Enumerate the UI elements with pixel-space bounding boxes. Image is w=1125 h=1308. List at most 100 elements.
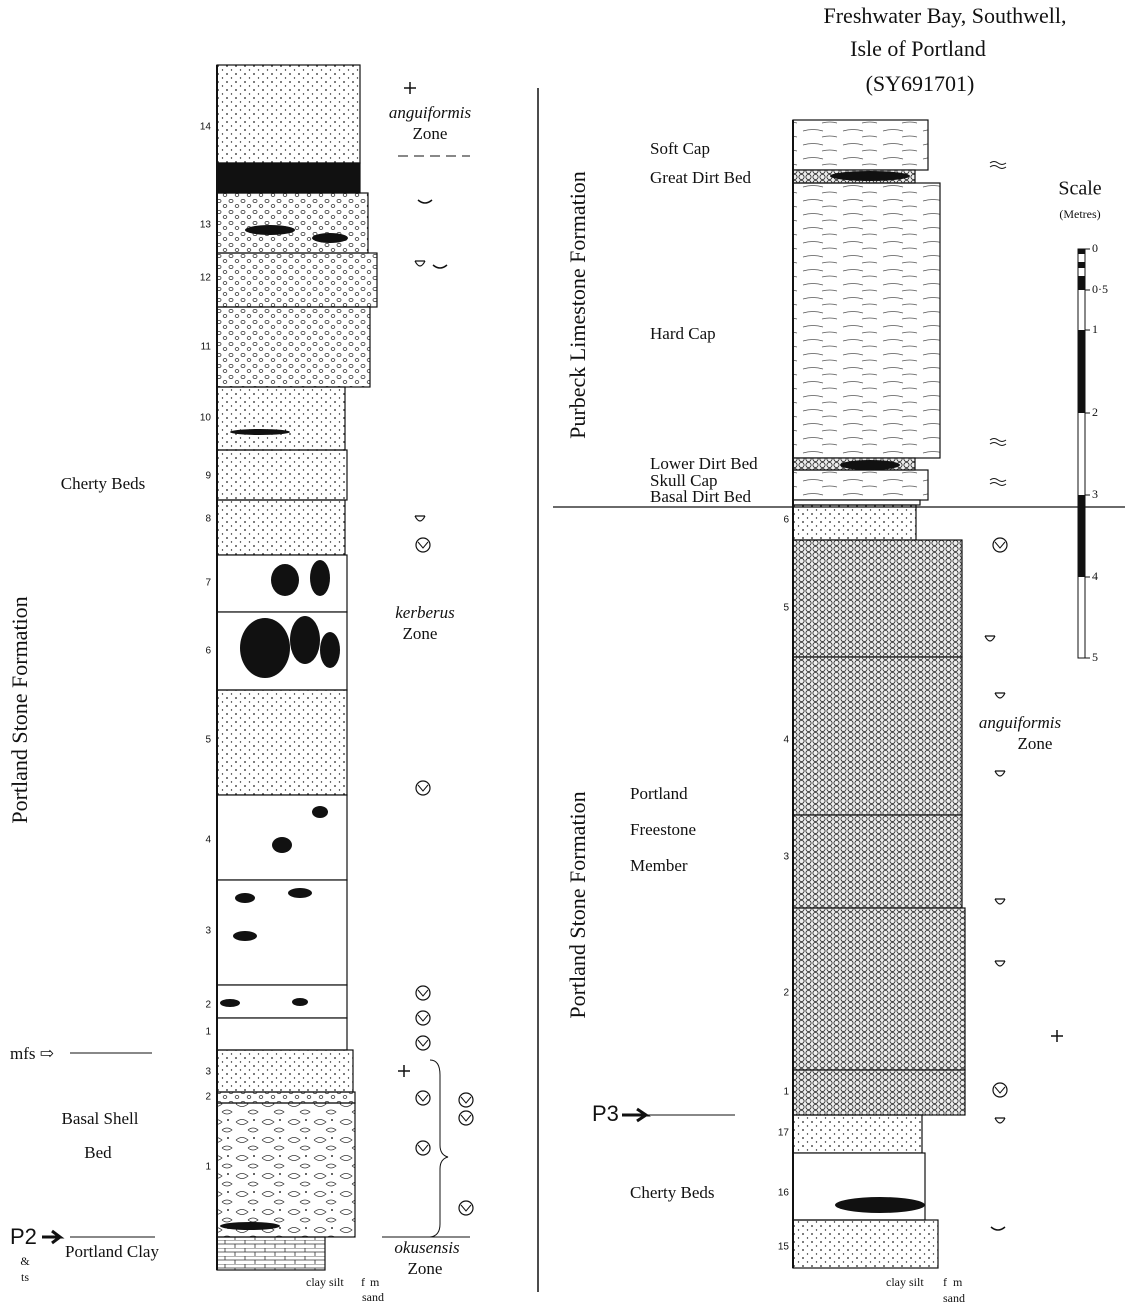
formation-label: Purbeck Limestone Formation [565,171,590,439]
chert-nodule [235,893,255,903]
fossil [993,538,1007,552]
fossil [416,1141,430,1155]
bed-number: 10 [200,413,212,424]
bed [217,690,347,795]
scale-tick-label: 4 [1092,569,1098,583]
chert-nodule [292,998,308,1006]
bed [793,1115,922,1153]
bed-number: 4 [205,835,211,846]
fossil [993,1083,1007,1097]
unit-label: Cherty Beds [61,474,146,493]
fossil [416,781,430,795]
bed-number: 3 [783,852,789,863]
title-line: Isle of Portland [850,36,986,61]
marker-label: mfs ⇨ [10,1044,54,1063]
fossil [418,200,432,203]
chert-nodule [840,460,900,470]
burrow-symbol [990,439,1006,446]
fossil [991,1227,1005,1230]
scale-unit: (Metres) [1059,207,1100,221]
bed-label: Hard Cap [650,324,716,343]
fossil [459,1093,473,1107]
title-line: (SY691701) [866,71,975,96]
bed-number: 2 [205,1000,211,1011]
scale-segment [1078,249,1085,254]
bed [793,183,940,458]
bed [217,387,345,450]
title-line: Freshwater Bay, Southwell, [824,3,1067,28]
bed-number: 5 [783,603,789,614]
unit-label: Member [630,856,688,875]
fossil [415,516,425,521]
chert-nodule [830,171,910,181]
fossil [433,265,447,268]
zone-label: Zone [403,624,438,643]
grain-size: f [361,1275,365,1289]
fossil [995,1118,1005,1123]
fossil [416,1036,430,1050]
bed [793,505,916,540]
bed [217,1103,355,1237]
bed [793,1220,938,1268]
scale-segment [1078,276,1085,290]
burrow-symbol [990,162,1006,169]
chert-nodule [220,999,240,1007]
fossil-detail [418,1095,428,1101]
cross [1051,1030,1063,1042]
unit-label: Basal Shell [62,1109,139,1128]
bed-number: 2 [205,1092,211,1103]
scale-tick-label: 5 [1092,650,1098,664]
unit-label: Freestone [630,820,696,839]
fossil [995,961,1005,966]
chert-nodule [835,1197,925,1213]
cross [398,1065,410,1077]
bed [793,1070,965,1115]
grain-size: f [943,1275,947,1289]
fossil [415,261,425,266]
grain-size: m [953,1275,963,1289]
bed-number: 1 [783,1087,789,1098]
stratigraphic-log: Freshwater Bay, Southwell, Isle of Portl… [0,0,1125,1308]
bed [217,163,360,193]
scale-segment [1078,262,1085,268]
chert-nodule [230,429,290,435]
fossil-detail [418,542,428,548]
fossil-detail [418,1040,428,1046]
bed-number: 4 [783,735,789,746]
fossil-detail [461,1205,471,1211]
fossil-detail [418,1145,428,1151]
marker-label: & [20,1254,30,1268]
bed [217,500,345,555]
zone-label: Zone [1018,734,1053,753]
bed-number: 8 [205,514,211,525]
bed-number: 1 [205,1162,211,1173]
chert-nodule [312,233,348,243]
scale-title: Scale [1058,178,1101,200]
scale-tick-label: 3 [1092,487,1098,501]
fossil [416,1091,430,1105]
zone-label: Zone [408,1259,443,1278]
scale-tick-label: 1 [1092,322,1098,336]
bed [793,815,962,908]
bed-number: 6 [783,515,789,526]
fossil [985,636,995,641]
bed [217,1018,347,1050]
grain-size: m [370,1275,380,1289]
formation-label: Portland Stone Formation [565,791,590,1018]
bed [217,1237,325,1270]
fossil [995,693,1005,698]
bed-number: 6 [205,646,211,657]
fossil-detail [995,542,1005,548]
bed [217,450,347,500]
marker-label: P2 [10,1224,37,1249]
bed-number: 7 [205,578,211,589]
zone-name: anguiformis [389,103,472,122]
chert-nodule [272,837,292,853]
bed-number: 2 [783,988,789,999]
chert-nodule [290,616,320,664]
chert-nodule [220,1222,280,1230]
bed [793,470,928,500]
fossil-detail [418,785,428,791]
bed-number: 13 [200,220,212,231]
